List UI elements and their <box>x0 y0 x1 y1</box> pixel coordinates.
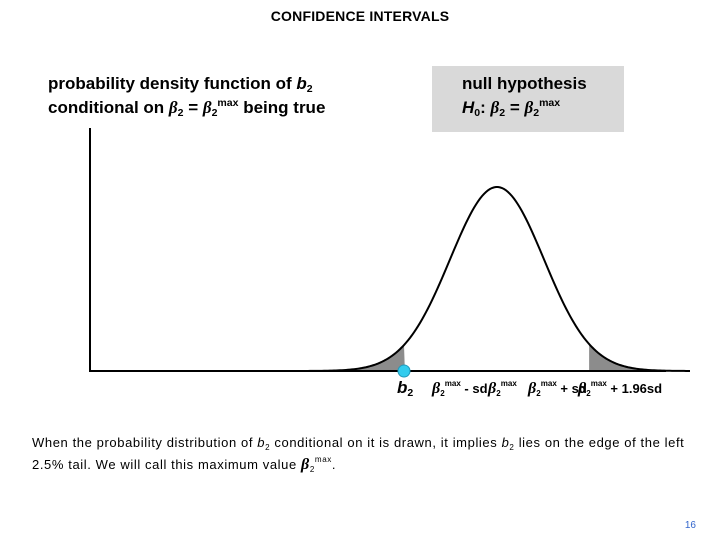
null-hypothesis-box <box>432 66 624 132</box>
b2-axis-label: b2 <box>397 378 414 399</box>
null-hypothesis-label: null hypothesis H0: β2 = β2max <box>462 72 587 120</box>
beta-max-label: β2max <box>488 379 517 398</box>
density-curve <box>300 186 691 372</box>
b2-marker <box>397 364 411 378</box>
left-tail-area <box>330 345 405 371</box>
pdf-label-line2: conditional on β2 = β2max being true <box>48 97 326 119</box>
pdf-label: probability density function of b2 condi… <box>48 72 325 120</box>
caption: When the probability distribution of b2 … <box>32 435 685 474</box>
slide-title: CONFIDENCE INTERVALS <box>270 8 450 24</box>
null-hypothesis-equation: H0: β2 = β2max <box>462 97 561 119</box>
beta-plus-196sd-label: β2max + 1.96sd <box>578 379 663 398</box>
beta-minus-sd-label: β2max - sd <box>432 379 488 398</box>
null-hypothesis-heading: null hypothesis <box>462 74 587 93</box>
beta-plus-sd-label: β2max + sd <box>528 379 587 398</box>
axis-labels: b2 β2max - sd β2max β2max + sd β2max + 1… <box>0 372 720 402</box>
slide-number: 16 <box>684 520 696 531</box>
right-tail-area <box>589 344 664 371</box>
pdf-label-line1: probability density function of b2 <box>48 74 313 95</box>
